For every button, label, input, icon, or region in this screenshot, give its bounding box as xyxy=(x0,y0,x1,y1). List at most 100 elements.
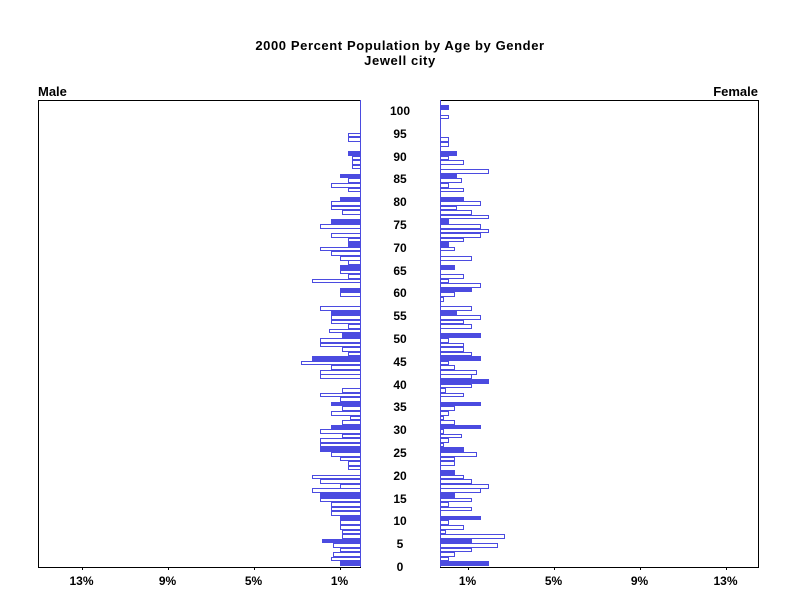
male-bar-age-79 xyxy=(330,201,361,206)
male-bar-age-7 xyxy=(341,529,361,535)
female-bar-age-1 xyxy=(440,556,449,562)
female-bar-age-28 xyxy=(440,433,462,439)
male-bar-age-89 xyxy=(352,155,361,161)
male-pct-label-9: 9% xyxy=(158,574,177,588)
female-bar-age-90 xyxy=(440,151,458,156)
male-bar-age-15 xyxy=(320,493,361,498)
male-bar-age-38 xyxy=(341,388,361,393)
female-bar-age-7 xyxy=(440,529,447,535)
male-bar-age-56 xyxy=(320,306,361,311)
male-bar-age-11 xyxy=(330,511,361,516)
age-tick-label-75: 75 xyxy=(393,218,407,232)
age-tick-label-60: 60 xyxy=(393,286,407,301)
female-bar-age-85 xyxy=(440,173,458,179)
chart-title: 2000 Percent Population by Age by Gender… xyxy=(0,38,800,68)
female-bar-age-37 xyxy=(440,392,464,398)
female-bar-age-46 xyxy=(440,351,473,357)
male-bar-age-80 xyxy=(339,196,361,202)
female-bar-age-58 xyxy=(440,296,445,302)
male-bar-age-35 xyxy=(330,401,361,407)
female-bar-age-15 xyxy=(440,493,456,498)
male-bar-age-5 xyxy=(322,538,361,544)
female-pct-label-1: 1% xyxy=(458,574,477,588)
female-bar-age-22 xyxy=(440,461,456,466)
female-bar-age-23 xyxy=(440,456,456,462)
male-bar-age-2 xyxy=(333,552,361,557)
female-bar-age-0 xyxy=(440,561,490,567)
female-bar-age-43 xyxy=(440,365,456,370)
male-bar-age-69 xyxy=(320,246,361,252)
female-bar-age-14 xyxy=(440,497,473,503)
male-bar-age-14 xyxy=(320,497,361,503)
female-bar-age-77 xyxy=(440,210,473,215)
female-bar-age-92 xyxy=(440,141,449,147)
age-tick-label-35: 35 xyxy=(393,400,407,415)
male-bar-age-28 xyxy=(341,433,361,439)
female-bar-age-4 xyxy=(440,543,499,548)
male-bar-age-30 xyxy=(330,424,361,430)
female-bar-age-80 xyxy=(440,196,464,202)
male-bar-age-48 xyxy=(320,342,361,348)
male-bar-age-66 xyxy=(348,260,361,266)
male-bar-age-50 xyxy=(341,333,361,339)
age-tick-label-0: 0 xyxy=(396,560,404,574)
female-pct-label-5: 5% xyxy=(544,574,563,588)
male-panel-frame xyxy=(38,100,361,568)
male-bar-age-22 xyxy=(348,461,361,466)
male-bar-age-72 xyxy=(330,233,361,238)
female-bar-age-86 xyxy=(440,169,490,174)
male-bar-age-29 xyxy=(320,429,361,434)
female-bar-age-65 xyxy=(440,265,456,270)
age-tick-label-5: 5 xyxy=(396,537,404,552)
male-bar-age-17 xyxy=(339,483,361,489)
male-bar-age-42 xyxy=(320,369,361,375)
male-bar-age-18 xyxy=(320,479,361,484)
female-bar-age-25 xyxy=(440,447,464,453)
male-bar-age-94 xyxy=(348,132,361,138)
male-bar-age-37 xyxy=(320,392,361,398)
female-bar-age-35 xyxy=(440,401,481,407)
female-bar-age-49 xyxy=(440,338,449,343)
female-bar-age-8 xyxy=(440,524,464,530)
male-bar-age-13 xyxy=(330,502,361,507)
age-tick-label-50: 50 xyxy=(393,332,407,346)
male-bar-age-93 xyxy=(348,137,361,142)
male-bar-age-4 xyxy=(333,543,361,548)
female-bar-age-67 xyxy=(440,255,473,261)
female-bar-age-12 xyxy=(440,506,473,512)
male-pct-tick-13 xyxy=(81,567,83,570)
male-bar-age-49 xyxy=(320,338,361,343)
male-bar-age-0 xyxy=(339,561,361,567)
male-bar-age-36 xyxy=(339,397,361,402)
male-pct-tick-1 xyxy=(339,567,341,570)
male-bar-age-44 xyxy=(300,360,361,366)
male-bar-age-62 xyxy=(311,278,361,284)
female-bar-age-10 xyxy=(440,515,481,521)
male-pct-tick-5 xyxy=(253,567,255,570)
male-bar-age-23 xyxy=(339,456,361,462)
chart-title-line2: Jewell city xyxy=(364,53,436,68)
male-bar-age-82 xyxy=(348,187,361,193)
female-bar-age-34 xyxy=(440,406,456,411)
female-bar-age-2 xyxy=(440,552,456,557)
male-bar-age-85 xyxy=(339,173,361,179)
female-bar-age-20 xyxy=(440,470,456,475)
female-panel-frame xyxy=(440,100,759,568)
female-bar-age-100 xyxy=(440,105,449,111)
male-bar-age-47 xyxy=(341,347,361,352)
female-bar-age-42 xyxy=(440,369,477,375)
female-pct-tick-9 xyxy=(639,567,641,570)
female-bar-age-98 xyxy=(440,114,449,120)
male-pct-label-5: 5% xyxy=(244,574,263,588)
female-bar-age-17 xyxy=(440,483,490,489)
female-bar-age-48 xyxy=(440,342,464,348)
female-bar-age-53 xyxy=(440,319,464,325)
male-bar-age-55 xyxy=(330,310,361,316)
male-bar-age-65 xyxy=(339,265,361,270)
female-bar-age-60 xyxy=(440,287,473,293)
male-bar-age-64 xyxy=(339,269,361,275)
female-bar-age-33 xyxy=(440,410,449,416)
male-pct-label-13: 13% xyxy=(69,574,94,588)
age-tick-label-25: 25 xyxy=(393,446,407,460)
